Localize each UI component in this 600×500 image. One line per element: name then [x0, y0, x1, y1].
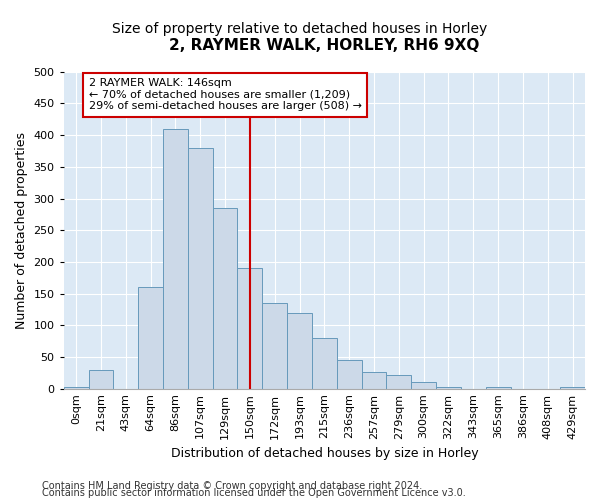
Y-axis label: Number of detached properties: Number of detached properties	[15, 132, 28, 328]
Text: 2 RAYMER WALK: 146sqm
← 70% of detached houses are smaller (1,209)
29% of semi-d: 2 RAYMER WALK: 146sqm ← 70% of detached …	[89, 78, 362, 112]
Bar	[411, 382, 436, 388]
Text: Size of property relative to detached houses in Horley: Size of property relative to detached ho…	[112, 22, 488, 36]
Bar	[89, 370, 113, 388]
X-axis label: Distribution of detached houses by size in Horley: Distribution of detached houses by size …	[170, 447, 478, 460]
Bar	[337, 360, 362, 388]
Bar	[362, 372, 386, 388]
Bar	[163, 129, 188, 388]
Title: 2, RAYMER WALK, HORLEY, RH6 9XQ: 2, RAYMER WALK, HORLEY, RH6 9XQ	[169, 38, 479, 52]
Bar	[262, 303, 287, 388]
Bar	[386, 374, 411, 388]
Bar	[287, 312, 312, 388]
Text: Contains public sector information licensed under the Open Government Licence v3: Contains public sector information licen…	[42, 488, 466, 498]
Bar	[238, 268, 262, 388]
Bar	[312, 338, 337, 388]
Bar	[212, 208, 238, 388]
Text: Contains HM Land Registry data © Crown copyright and database right 2024.: Contains HM Land Registry data © Crown c…	[42, 481, 422, 491]
Bar	[188, 148, 212, 388]
Bar	[138, 288, 163, 388]
